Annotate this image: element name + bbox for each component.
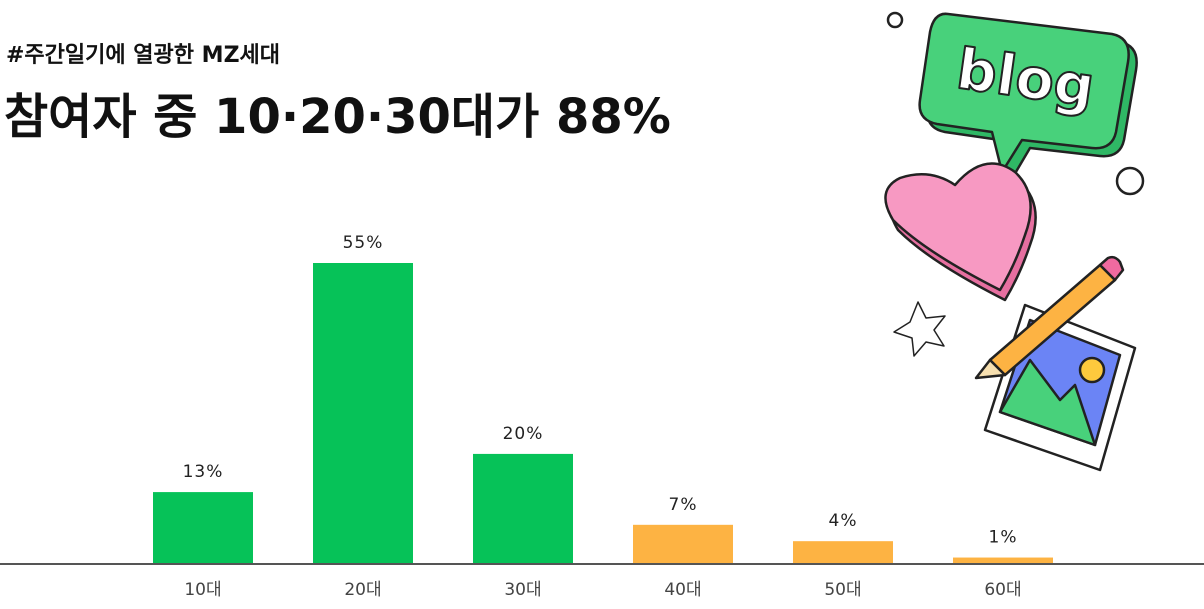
value-label: 20% bbox=[503, 424, 544, 444]
bar bbox=[313, 263, 413, 563]
x-tick-label: 20대 bbox=[344, 580, 381, 600]
x-tick-label: 50대 bbox=[824, 580, 861, 600]
x-tick-label: 40대 bbox=[664, 580, 701, 600]
x-tick-label: 30대 bbox=[504, 580, 541, 600]
bar bbox=[793, 541, 893, 563]
bar bbox=[153, 492, 253, 563]
value-label: 55% bbox=[343, 233, 384, 253]
value-label: 7% bbox=[669, 495, 698, 515]
x-tick-label: 60대 bbox=[984, 580, 1021, 600]
chart-title: 참여자 중 10·20·30대가 88% bbox=[4, 89, 671, 145]
value-label: 1% bbox=[989, 528, 1018, 548]
bar bbox=[953, 557, 1053, 563]
illustration: blog bbox=[884, 11, 1145, 472]
bar bbox=[473, 453, 573, 563]
chart-subtitle: #주간일기에 열광한 MZ세대 bbox=[6, 43, 280, 68]
value-label: 13% bbox=[183, 462, 224, 482]
x-tick-label: 10대 bbox=[184, 580, 221, 600]
value-label: 4% bbox=[829, 511, 858, 531]
bar bbox=[633, 524, 733, 563]
